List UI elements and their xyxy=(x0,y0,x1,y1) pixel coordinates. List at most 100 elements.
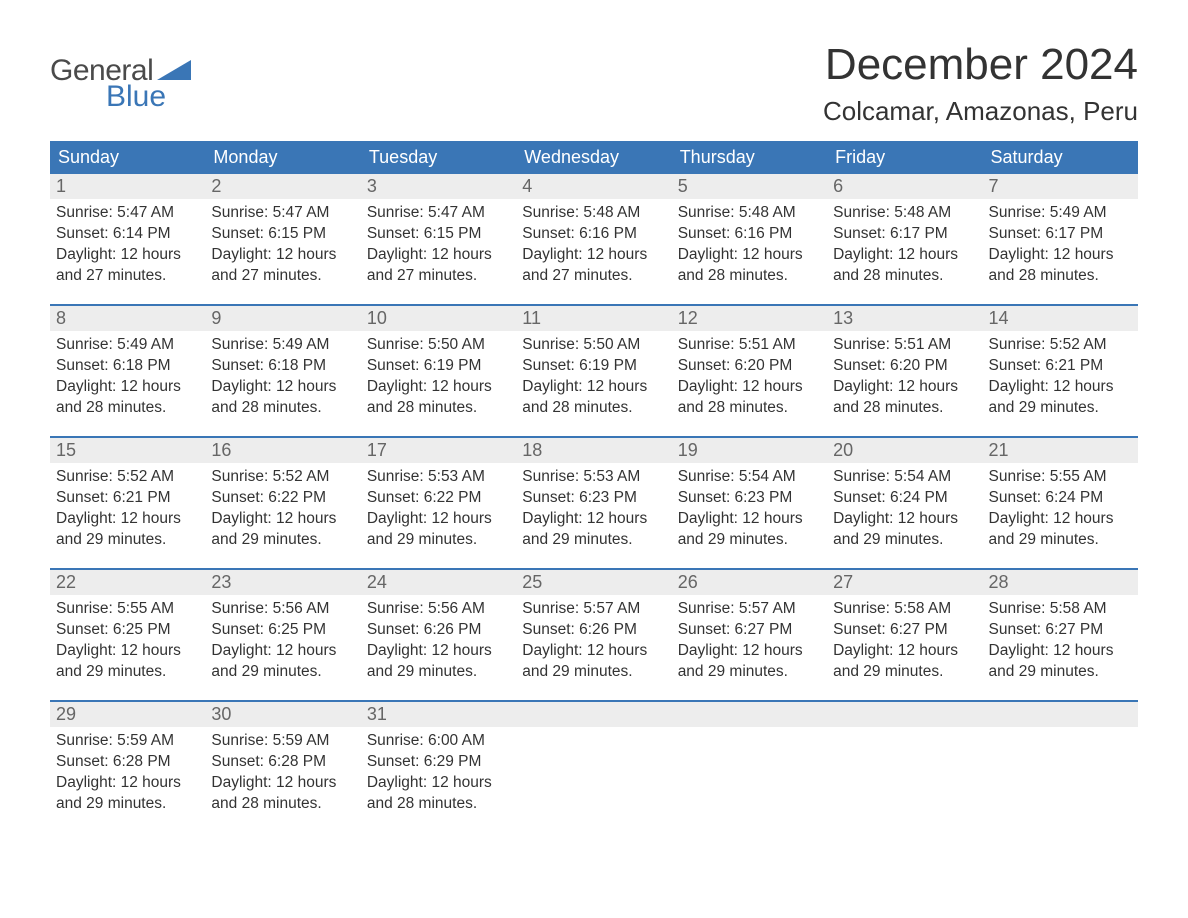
daylight-line-2: and 29 minutes. xyxy=(678,662,821,683)
calendar-day: 9Sunrise: 5:49 AMSunset: 6:18 PMDaylight… xyxy=(205,306,360,436)
day-number: 10 xyxy=(361,306,516,331)
day-number: 29 xyxy=(50,702,205,727)
sunset-line: Sunset: 6:20 PM xyxy=(833,356,976,377)
daylight-line-1: Daylight: 12 hours xyxy=(211,641,354,662)
sunrise-line: Sunrise: 5:56 AM xyxy=(367,599,510,620)
day-number: 6 xyxy=(827,174,982,199)
daylight-line-2: and 27 minutes. xyxy=(56,266,199,287)
daylight-line-1: Daylight: 12 hours xyxy=(989,509,1132,530)
daylight-line-2: and 29 minutes. xyxy=(833,530,976,551)
weekday-header: Monday xyxy=(205,141,360,174)
sunrise-line: Sunrise: 5:56 AM xyxy=(211,599,354,620)
page-subtitle: Colcamar, Amazonas, Peru xyxy=(823,96,1138,127)
calendar-day: 29Sunrise: 5:59 AMSunset: 6:28 PMDayligh… xyxy=(50,702,205,832)
sunset-line: Sunset: 6:27 PM xyxy=(678,620,821,641)
day-number: 31 xyxy=(361,702,516,727)
sunset-line: Sunset: 6:17 PM xyxy=(833,224,976,245)
sunset-line: Sunset: 6:24 PM xyxy=(989,488,1132,509)
calendar-day-empty xyxy=(672,702,827,832)
day-number: 17 xyxy=(361,438,516,463)
daylight-line-1: Daylight: 12 hours xyxy=(678,509,821,530)
daylight-line-1: Daylight: 12 hours xyxy=(56,509,199,530)
day-content: Sunrise: 5:51 AMSunset: 6:20 PMDaylight:… xyxy=(827,331,982,419)
weeks-container: 1Sunrise: 5:47 AMSunset: 6:14 PMDaylight… xyxy=(50,174,1138,832)
sunset-line: Sunset: 6:16 PM xyxy=(522,224,665,245)
calendar-day: 21Sunrise: 5:55 AMSunset: 6:24 PMDayligh… xyxy=(983,438,1138,568)
sunset-line: Sunset: 6:22 PM xyxy=(367,488,510,509)
day-number xyxy=(983,702,1138,727)
sunrise-line: Sunrise: 5:51 AM xyxy=(678,335,821,356)
sunrise-line: Sunrise: 5:58 AM xyxy=(833,599,976,620)
calendar-day-empty xyxy=(516,702,671,832)
calendar-day: 13Sunrise: 5:51 AMSunset: 6:20 PMDayligh… xyxy=(827,306,982,436)
weekday-header: Saturday xyxy=(983,141,1138,174)
daylight-line-2: and 29 minutes. xyxy=(56,662,199,683)
sunset-line: Sunset: 6:25 PM xyxy=(56,620,199,641)
day-content: Sunrise: 5:49 AMSunset: 6:18 PMDaylight:… xyxy=(205,331,360,419)
calendar-day: 31Sunrise: 6:00 AMSunset: 6:29 PMDayligh… xyxy=(361,702,516,832)
day-content: Sunrise: 5:49 AMSunset: 6:18 PMDaylight:… xyxy=(50,331,205,419)
daylight-line-1: Daylight: 12 hours xyxy=(211,509,354,530)
sunrise-line: Sunrise: 5:48 AM xyxy=(678,203,821,224)
day-number: 9 xyxy=(205,306,360,331)
calendar-day: 1Sunrise: 5:47 AMSunset: 6:14 PMDaylight… xyxy=(50,174,205,304)
daylight-line-1: Daylight: 12 hours xyxy=(678,641,821,662)
day-content: Sunrise: 5:53 AMSunset: 6:22 PMDaylight:… xyxy=(361,463,516,551)
day-number: 8 xyxy=(50,306,205,331)
daylight-line-2: and 27 minutes. xyxy=(367,266,510,287)
daylight-line-1: Daylight: 12 hours xyxy=(367,377,510,398)
sunset-line: Sunset: 6:23 PM xyxy=(678,488,821,509)
weekday-header: Tuesday xyxy=(361,141,516,174)
sunrise-line: Sunrise: 5:47 AM xyxy=(367,203,510,224)
calendar-day: 14Sunrise: 5:52 AMSunset: 6:21 PMDayligh… xyxy=(983,306,1138,436)
day-number: 3 xyxy=(361,174,516,199)
calendar-day: 16Sunrise: 5:52 AMSunset: 6:22 PMDayligh… xyxy=(205,438,360,568)
sunrise-line: Sunrise: 5:57 AM xyxy=(522,599,665,620)
day-number: 23 xyxy=(205,570,360,595)
day-number: 21 xyxy=(983,438,1138,463)
calendar-day: 7Sunrise: 5:49 AMSunset: 6:17 PMDaylight… xyxy=(983,174,1138,304)
daylight-line-2: and 29 minutes. xyxy=(367,662,510,683)
calendar-day: 6Sunrise: 5:48 AMSunset: 6:17 PMDaylight… xyxy=(827,174,982,304)
sunset-line: Sunset: 6:15 PM xyxy=(211,224,354,245)
sunrise-line: Sunrise: 5:59 AM xyxy=(56,731,199,752)
calendar-day: 28Sunrise: 5:58 AMSunset: 6:27 PMDayligh… xyxy=(983,570,1138,700)
daylight-line-1: Daylight: 12 hours xyxy=(989,245,1132,266)
day-content: Sunrise: 5:56 AMSunset: 6:26 PMDaylight:… xyxy=(361,595,516,683)
logo: General Blue xyxy=(50,40,191,112)
daylight-line-2: and 29 minutes. xyxy=(989,530,1132,551)
sunrise-line: Sunrise: 5:48 AM xyxy=(833,203,976,224)
day-content: Sunrise: 5:47 AMSunset: 6:15 PMDaylight:… xyxy=(361,199,516,287)
daylight-line-1: Daylight: 12 hours xyxy=(367,245,510,266)
daylight-line-2: and 27 minutes. xyxy=(522,266,665,287)
day-number xyxy=(516,702,671,727)
calendar-week: 8Sunrise: 5:49 AMSunset: 6:18 PMDaylight… xyxy=(50,304,1138,436)
sunset-line: Sunset: 6:22 PM xyxy=(211,488,354,509)
sunrise-line: Sunrise: 5:51 AM xyxy=(833,335,976,356)
day-number: 27 xyxy=(827,570,982,595)
calendar-day: 11Sunrise: 5:50 AMSunset: 6:19 PMDayligh… xyxy=(516,306,671,436)
day-number: 11 xyxy=(516,306,671,331)
day-number: 1 xyxy=(50,174,205,199)
day-number: 4 xyxy=(516,174,671,199)
calendar-week: 1Sunrise: 5:47 AMSunset: 6:14 PMDaylight… xyxy=(50,174,1138,304)
sunset-line: Sunset: 6:25 PM xyxy=(211,620,354,641)
day-number: 20 xyxy=(827,438,982,463)
sunrise-line: Sunrise: 5:50 AM xyxy=(367,335,510,356)
day-content: Sunrise: 5:57 AMSunset: 6:26 PMDaylight:… xyxy=(516,595,671,683)
sunrise-line: Sunrise: 5:52 AM xyxy=(989,335,1132,356)
sunrise-line: Sunrise: 5:59 AM xyxy=(211,731,354,752)
day-content: Sunrise: 5:48 AMSunset: 6:17 PMDaylight:… xyxy=(827,199,982,287)
daylight-line-1: Daylight: 12 hours xyxy=(989,641,1132,662)
daylight-line-2: and 28 minutes. xyxy=(833,398,976,419)
daylight-line-1: Daylight: 12 hours xyxy=(989,377,1132,398)
daylight-line-2: and 27 minutes. xyxy=(211,266,354,287)
daylight-line-1: Daylight: 12 hours xyxy=(56,245,199,266)
sunrise-line: Sunrise: 5:54 AM xyxy=(678,467,821,488)
daylight-line-2: and 28 minutes. xyxy=(833,266,976,287)
day-number: 25 xyxy=(516,570,671,595)
daylight-line-1: Daylight: 12 hours xyxy=(56,377,199,398)
day-number: 24 xyxy=(361,570,516,595)
daylight-line-1: Daylight: 12 hours xyxy=(211,773,354,794)
sunrise-line: Sunrise: 5:57 AM xyxy=(678,599,821,620)
